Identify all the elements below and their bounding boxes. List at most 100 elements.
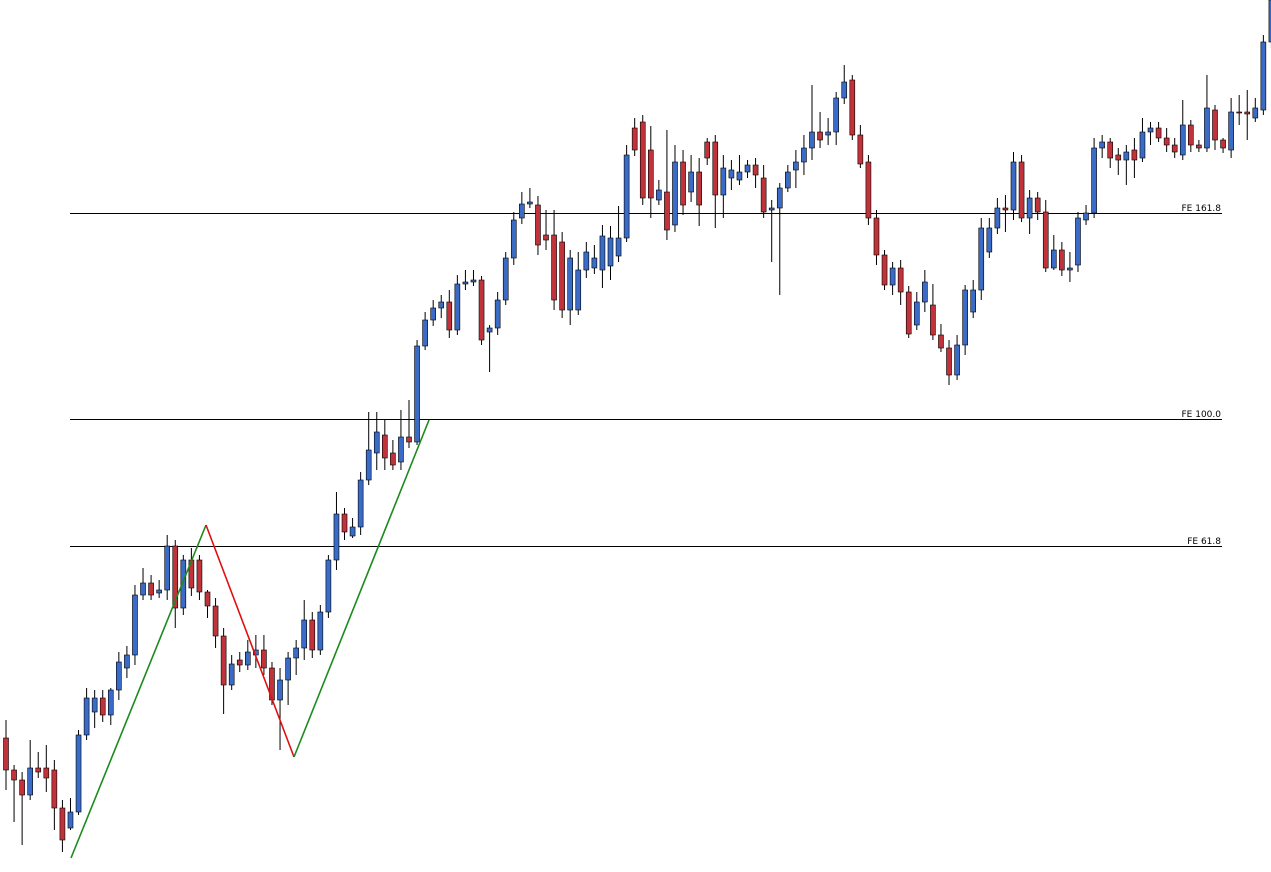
candle-body <box>656 189 662 201</box>
candle-114 <box>922 270 928 312</box>
candle-body <box>647 149 654 199</box>
candle-126 <box>1018 155 1025 222</box>
candle-body <box>1075 217 1081 266</box>
candle-body <box>180 559 187 609</box>
candle-body <box>954 344 960 376</box>
candle-65 <box>527 188 533 208</box>
candle-84 <box>680 150 686 215</box>
candle-body <box>236 659 243 666</box>
candle-127 <box>1026 190 1033 234</box>
candle-8 <box>67 798 74 830</box>
candle-body <box>67 811 74 829</box>
candle-24 <box>196 555 203 600</box>
candle-76 <box>615 206 622 262</box>
candle-4 <box>35 752 42 778</box>
candle-68 <box>551 210 557 310</box>
candle-85 <box>688 155 694 202</box>
candle-78 <box>631 118 638 156</box>
candle-body <box>1244 111 1251 115</box>
candle-44 <box>357 472 364 535</box>
candle-body <box>527 201 533 205</box>
candle-body <box>196 559 203 593</box>
candle-122 <box>986 218 993 258</box>
candle-2 <box>19 772 25 845</box>
candle-3 <box>27 740 33 800</box>
candle-body <box>317 611 324 651</box>
candle-86 <box>696 158 702 226</box>
candle-body <box>365 449 372 481</box>
candle-body <box>1083 212 1089 221</box>
candle-116 <box>938 324 944 352</box>
candle-96 <box>776 183 783 295</box>
candle-39 <box>317 605 324 655</box>
candle-body <box>59 807 66 841</box>
candle-body <box>913 301 920 326</box>
candle-body <box>1163 137 1170 146</box>
fibonacci-expansion-legs <box>70 419 430 859</box>
candle-body <box>1059 249 1065 271</box>
candle-body <box>1034 197 1041 213</box>
candle-body <box>704 141 711 159</box>
candle-50 <box>406 400 412 448</box>
fe-61-8-label: FE 61.8 <box>1187 537 1221 547</box>
candle-151 <box>1220 138 1226 153</box>
candle-110 <box>889 262 896 295</box>
candle-73 <box>591 245 598 274</box>
candle-body <box>841 81 848 99</box>
candle-133 <box>1075 212 1081 272</box>
candle-130 <box>1051 235 1057 270</box>
candle-body <box>1228 111 1234 151</box>
candle-body <box>301 619 308 649</box>
candle-body <box>333 513 340 561</box>
candle-135 <box>1091 138 1097 218</box>
candle-body <box>470 279 477 283</box>
candle-body <box>1260 41 1267 111</box>
candle-52 <box>422 312 428 350</box>
candle-32 <box>261 635 267 675</box>
candle-body <box>978 227 985 291</box>
candle-80 <box>647 126 654 218</box>
candle-body <box>672 161 678 226</box>
candle-82 <box>664 130 670 240</box>
candle-155 <box>1252 98 1259 122</box>
candle-body <box>510 219 517 259</box>
candle-body <box>27 767 33 796</box>
candle-body <box>19 779 25 796</box>
correction-leg-b <box>205 524 295 758</box>
candle-body <box>140 582 146 596</box>
candle-body <box>132 594 138 656</box>
candle-body <box>438 301 445 309</box>
candle-body <box>220 635 227 686</box>
candle-67 <box>543 210 549 250</box>
candle-60 <box>486 325 493 372</box>
candle-150 <box>1212 105 1218 150</box>
candle-112 <box>905 286 912 338</box>
candle-124 <box>1002 195 1009 232</box>
candle-body <box>1002 207 1009 211</box>
candle-body <box>107 689 114 716</box>
projection-leg-c <box>293 419 430 758</box>
candle-36 <box>293 640 299 675</box>
candle-body <box>1018 161 1025 219</box>
candle-152 <box>1228 98 1234 158</box>
candle-body <box>970 289 977 313</box>
candle-34 <box>277 668 283 750</box>
candle-54 <box>438 295 445 318</box>
candle-body <box>607 237 614 267</box>
candle-body <box>293 647 299 659</box>
candle-body <box>124 654 130 669</box>
candle-body <box>430 307 436 321</box>
candle-146 <box>1179 100 1186 160</box>
candle-49 <box>398 410 404 470</box>
candle-93 <box>752 158 759 188</box>
candle-body <box>398 436 404 463</box>
candle-body <box>1155 127 1162 139</box>
candle-95 <box>768 200 775 262</box>
candle-body <box>486 327 493 333</box>
candle-body <box>776 187 783 209</box>
candle-body <box>938 334 944 349</box>
candle-89 <box>720 155 727 218</box>
candle-body <box>1139 131 1146 159</box>
fe-level-lines: FE 161.8 FE 100.0 FE 61.8 <box>70 204 1222 547</box>
candle-body <box>228 663 235 686</box>
